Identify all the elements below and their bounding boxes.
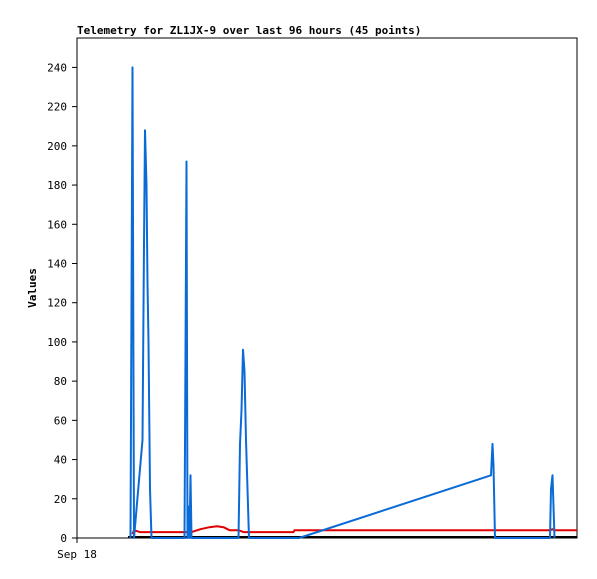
- y-tick-label: 180: [47, 179, 67, 192]
- y-tick-label: 20: [54, 493, 67, 506]
- plot-area: [76, 37, 578, 539]
- y-tick-label: 220: [47, 101, 67, 114]
- y-tick-label: 140: [47, 257, 67, 270]
- y-axis-ticks: 0 20 40 60 80 100 120 140 160 180 200 220 240: [47, 61, 77, 545]
- y-tick-label: 120: [47, 297, 67, 310]
- y-tick-label: 200: [47, 140, 67, 153]
- y-tick-label: 0: [60, 532, 67, 545]
- y-tick-label: 60: [54, 414, 67, 427]
- x-axis-ticks: Sep 18: [57, 538, 97, 561]
- y-tick-label: 240: [47, 61, 67, 74]
- y-axis-label: Values: [26, 268, 39, 308]
- chart-title: Telemetry for ZL1JX-9 over last 96 hours…: [77, 24, 421, 37]
- y-tick-label: 40: [54, 454, 67, 467]
- x-tick-label: Sep 18: [57, 548, 97, 561]
- y-tick-label: 80: [54, 375, 67, 388]
- series-layer: [128, 66, 577, 539]
- series-line: [129, 66, 556, 539]
- y-tick-label: 160: [47, 218, 67, 231]
- y-tick-label: 100: [47, 336, 67, 349]
